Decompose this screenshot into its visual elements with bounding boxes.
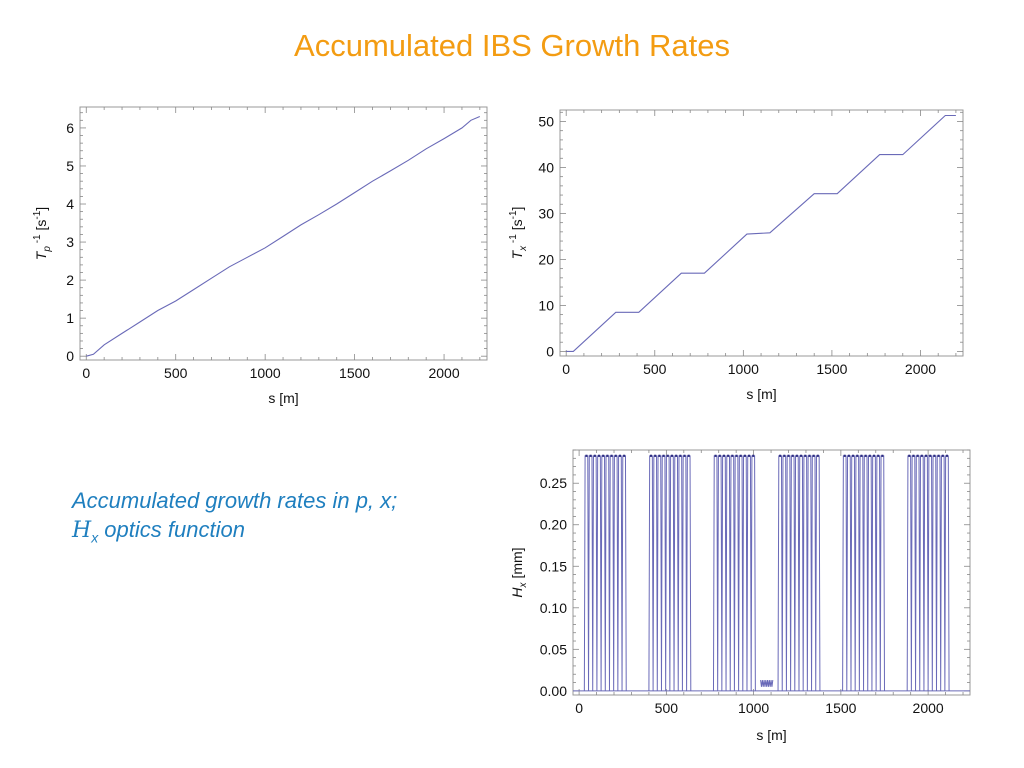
hx-cell-block bbox=[712, 454, 756, 691]
tp-xtick-label: 0 bbox=[82, 365, 90, 381]
tx-xtick-label: 0 bbox=[562, 361, 570, 377]
tx-frame bbox=[559, 109, 964, 357]
tx-xtick-label: 1500 bbox=[816, 361, 847, 377]
hx-ylabel: Hx [mm] bbox=[509, 547, 529, 597]
hx-small-segment bbox=[760, 679, 774, 687]
tp-ytick-label: 0 bbox=[66, 348, 74, 364]
tp-xtick-label: 1500 bbox=[339, 365, 370, 381]
tx-xtick-label: 500 bbox=[643, 361, 667, 377]
hx-cell-block bbox=[777, 454, 821, 691]
tp-ylabel: Tp -1 [s-1] bbox=[32, 207, 53, 260]
tx-ytick-label: 30 bbox=[538, 205, 554, 221]
hx-xtick-label: 1500 bbox=[825, 700, 856, 716]
slide-caption: Accumulated growth rates in p, x; Hx opt… bbox=[72, 486, 492, 552]
tp-ytick-label: 1 bbox=[66, 310, 74, 326]
tx-xlabel: s [m] bbox=[746, 386, 776, 402]
hx-axes: 0 500 1000 1500 2000 0.00 0.05 0.10 0.15 0.20 0.25… bbox=[540, 449, 971, 743]
hx-ytick-label: 0.15 bbox=[540, 558, 567, 574]
hx-ytick-label: 0.05 bbox=[540, 641, 567, 657]
hx-cell-block bbox=[648, 454, 692, 691]
tp-ytick-label: 5 bbox=[66, 158, 74, 174]
hx-ytick-label: 0.00 bbox=[540, 683, 567, 699]
tx-axes: 0 500 1000 1500 2000 0 10 20 30 40 50 s [m] bbox=[538, 109, 964, 402]
tp-ytick-label: 3 bbox=[66, 234, 74, 250]
caption-line-1: Accumulated growth rates in p, x; bbox=[72, 488, 398, 513]
tp-series-line bbox=[86, 115, 481, 357]
tx-ylabel: Tx -1 [s-1] bbox=[508, 207, 529, 260]
hx-xtick-label: 0 bbox=[575, 700, 583, 716]
tp-ytick-label: 6 bbox=[66, 120, 74, 136]
hx-xtick-label: 500 bbox=[655, 700, 679, 716]
hx-ytick-label: 0.10 bbox=[540, 600, 567, 616]
tx-ytick-label: 40 bbox=[538, 159, 554, 175]
hx-pulse-train bbox=[712, 455, 756, 691]
hx-pulse-train bbox=[777, 455, 821, 691]
tp-frame bbox=[79, 106, 488, 361]
hx-xtick-label: 2000 bbox=[913, 700, 944, 716]
tx-series-line bbox=[566, 114, 956, 352]
hx-frame bbox=[572, 449, 971, 696]
tx-xtick-label: 2000 bbox=[905, 361, 936, 377]
tp-xtick-label: 2000 bbox=[428, 365, 459, 381]
caption-symbol-sub: x bbox=[91, 529, 99, 546]
tx-ytick-label: 50 bbox=[538, 113, 554, 129]
hx-pulse-train bbox=[648, 455, 692, 691]
tp-ytick-label: 4 bbox=[66, 196, 74, 212]
tp-xtick-label: 500 bbox=[164, 365, 188, 381]
hx-cell-block bbox=[906, 454, 950, 691]
tp-xtick-label: 1000 bbox=[250, 365, 281, 381]
tx-ytick-label: 0 bbox=[546, 343, 554, 359]
hx-xlabel: s [m] bbox=[756, 727, 786, 743]
tp-xlabel: s [m] bbox=[268, 390, 298, 406]
hx-pulse-train bbox=[842, 455, 885, 691]
caption-symbol: H bbox=[72, 518, 92, 543]
caption-line-2: optics function bbox=[98, 517, 245, 542]
hx-cell-block bbox=[583, 454, 627, 691]
hx-pulse-train bbox=[906, 455, 950, 691]
hx-ytick-label: 0.20 bbox=[540, 517, 567, 533]
hx-xtick-label: 1000 bbox=[738, 700, 769, 716]
tp-axes: 0 500 1000 1500 2000 0 1 2 3 4 5 6 s [m] bbox=[66, 106, 488, 406]
tx-ytick-label: 20 bbox=[538, 251, 554, 267]
hx-cell-block bbox=[842, 454, 885, 691]
tx-ytick-label: 10 bbox=[538, 297, 554, 313]
hx-pulse-train bbox=[583, 455, 627, 691]
tp-ytick-label: 2 bbox=[66, 272, 74, 288]
slide-title: Accumulated IBS Growth Rates bbox=[294, 28, 730, 63]
tx-xtick-label: 1000 bbox=[728, 361, 759, 377]
hx-ytick-label: 0.25 bbox=[540, 475, 567, 491]
